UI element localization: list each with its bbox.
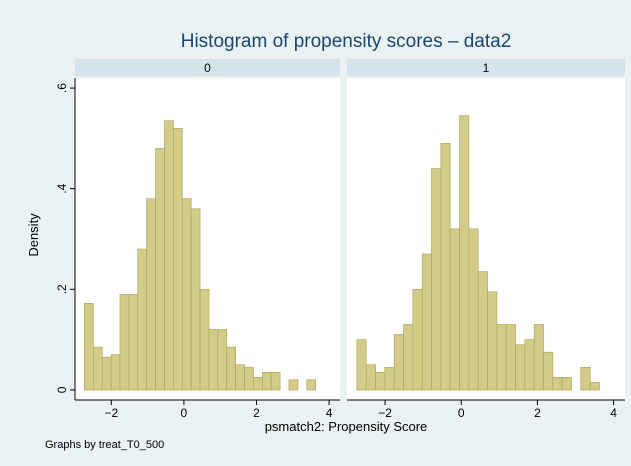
panel-header xyxy=(347,59,625,76)
histogram-bar xyxy=(164,120,174,391)
histogram-bar xyxy=(580,366,591,391)
x-tick-label: 2 xyxy=(253,406,260,420)
histogram-bar xyxy=(261,371,272,391)
histogram-bar xyxy=(431,168,442,391)
histogram-bar xyxy=(288,379,299,391)
y-axis-label: Density xyxy=(26,213,41,257)
histogram-bar xyxy=(110,354,121,391)
histogram-bar xyxy=(375,371,386,391)
histogram-bar xyxy=(199,288,210,391)
panel-title: 1 xyxy=(483,61,490,75)
histogram-bar xyxy=(412,288,423,391)
histogram-bar xyxy=(155,148,165,391)
histogram-bar xyxy=(146,198,156,391)
histogram-bar xyxy=(440,143,451,391)
histogram-bar xyxy=(190,208,201,391)
x-tick-label: 2 xyxy=(534,406,541,420)
histogram-bar xyxy=(403,324,414,391)
histogram-bar xyxy=(505,324,516,391)
panel-title: 0 xyxy=(204,61,211,75)
histogram-bar xyxy=(356,339,367,391)
x-tick-label: 0 xyxy=(458,406,465,420)
histogram-bar xyxy=(543,351,554,391)
histogram-bar xyxy=(524,339,535,391)
histogram-bar xyxy=(235,364,245,391)
histogram-bar xyxy=(173,127,183,391)
note: Graphs by treat_T0_500 xyxy=(45,439,164,451)
histogram-bar xyxy=(244,366,254,391)
y-tick-label: .2 xyxy=(55,284,69,294)
x-tick-label: 4 xyxy=(326,406,333,420)
histogram-bar xyxy=(393,334,404,391)
x-tick-label: 0 xyxy=(181,406,188,420)
x-tick-label: −2 xyxy=(378,406,392,420)
histogram-bar xyxy=(92,346,103,391)
histogram-bar xyxy=(515,344,526,391)
histogram-bar xyxy=(421,253,432,391)
x-tick-label: 4 xyxy=(610,406,617,420)
histogram-bar xyxy=(128,293,139,391)
histogram-bar xyxy=(181,198,192,391)
histogram-bar xyxy=(208,329,219,391)
histogram-bar xyxy=(119,293,130,391)
histogram-bar xyxy=(137,248,148,391)
histogram-bar xyxy=(459,115,470,391)
histogram-bar xyxy=(533,324,544,391)
histogram-bar xyxy=(84,303,94,391)
histogram-bar xyxy=(552,377,563,391)
histogram-bar xyxy=(270,371,281,391)
histogram-bar xyxy=(449,228,460,391)
histogram-bar xyxy=(217,329,228,391)
chart-title: Histogram of propensity scores – data2 xyxy=(181,31,512,52)
x-axis-label: psmatch2: Propensity Score xyxy=(265,419,428,434)
histogram-bar xyxy=(477,271,488,391)
histogram-bar xyxy=(561,377,572,391)
histogram-bar xyxy=(226,346,236,391)
histogram-bar xyxy=(365,364,376,391)
panel-header xyxy=(75,59,340,76)
y-tick-label: .4 xyxy=(55,183,69,193)
histogram-bar xyxy=(496,324,507,391)
y-tick-label: .6 xyxy=(55,83,69,93)
histogram-bar xyxy=(384,366,395,391)
histogram-bar xyxy=(253,377,263,391)
histogram-bar xyxy=(487,291,498,391)
histogram-bar xyxy=(306,379,317,391)
x-tick-label: −2 xyxy=(104,406,118,420)
histogram-bar xyxy=(101,356,112,391)
histogram-bar xyxy=(468,228,479,391)
y-tick-label: 0 xyxy=(55,386,69,393)
histogram-bar xyxy=(589,382,600,391)
